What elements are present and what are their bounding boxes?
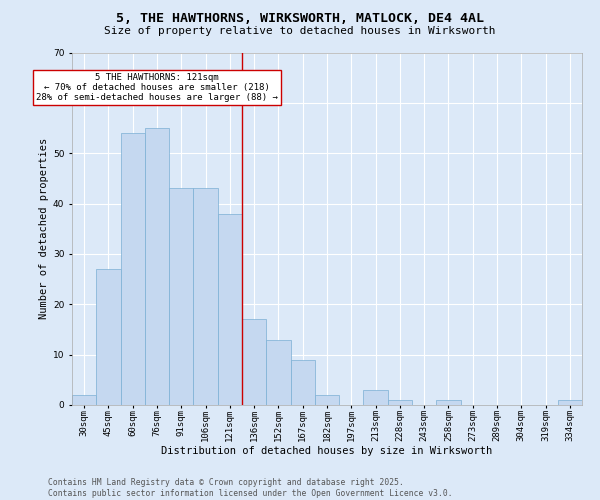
Y-axis label: Number of detached properties: Number of detached properties (38, 138, 49, 320)
Bar (169, 188, 193, 405)
Bar (266, 340, 290, 405)
Text: Contains HM Land Registry data © Crown copyright and database right 2025.
Contai: Contains HM Land Registry data © Crown c… (48, 478, 452, 498)
Bar (436, 400, 461, 405)
Text: 5, THE HAWTHORNS, WIRKSWORTH, MATLOCK, DE4 4AL: 5, THE HAWTHORNS, WIRKSWORTH, MATLOCK, D… (116, 12, 484, 26)
Text: 5 THE HAWTHORNS: 121sqm
← 70% of detached houses are smaller (218)
28% of semi-d: 5 THE HAWTHORNS: 121sqm ← 70% of detache… (36, 72, 278, 102)
Bar (96, 269, 121, 405)
Bar (145, 128, 169, 405)
Bar (388, 400, 412, 405)
Bar (315, 395, 339, 405)
Text: Size of property relative to detached houses in Wirksworth: Size of property relative to detached ho… (104, 26, 496, 36)
Bar (218, 214, 242, 405)
Bar (72, 395, 96, 405)
Bar (558, 400, 582, 405)
Bar (290, 360, 315, 405)
Bar (193, 188, 218, 405)
Bar (364, 390, 388, 405)
Bar (121, 133, 145, 405)
Bar (242, 320, 266, 405)
X-axis label: Distribution of detached houses by size in Wirksworth: Distribution of detached houses by size … (161, 446, 493, 456)
